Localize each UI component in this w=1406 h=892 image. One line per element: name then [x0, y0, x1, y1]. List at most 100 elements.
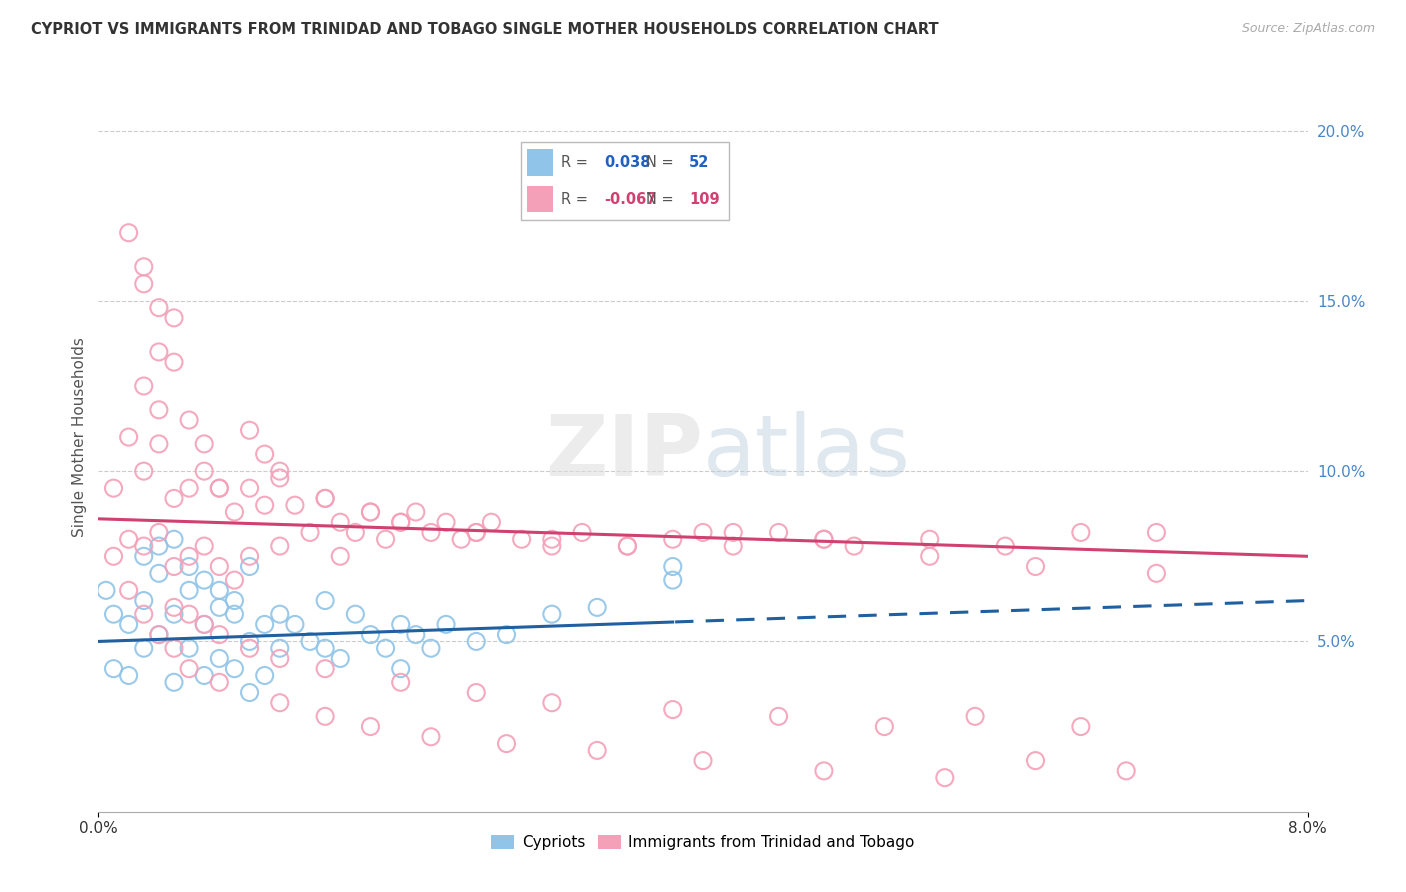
Point: [813, 533, 835, 547]
Point: [314, 662, 336, 676]
Point: [540, 539, 562, 553]
Point: [692, 525, 714, 540]
Point: [132, 641, 155, 656]
Point: [163, 600, 186, 615]
Point: [481, 515, 503, 529]
Point: [179, 549, 201, 564]
Text: N =: N =: [647, 192, 673, 207]
Point: [132, 260, 155, 274]
Point: [616, 539, 638, 553]
Point: [540, 607, 562, 622]
Point: [208, 559, 231, 574]
Point: [360, 720, 382, 734]
Point: [103, 549, 125, 564]
Point: [208, 481, 231, 495]
Point: [768, 525, 790, 540]
Point: [148, 539, 170, 553]
Point: [918, 549, 941, 564]
Point: [299, 634, 322, 648]
Point: [495, 627, 517, 641]
Point: [813, 764, 835, 778]
Text: R =: R =: [561, 155, 588, 170]
Point: [389, 617, 412, 632]
Point: [1070, 720, 1092, 734]
Point: [360, 505, 382, 519]
Point: [132, 593, 155, 607]
Point: [132, 464, 155, 478]
Point: [94, 583, 117, 598]
Point: [692, 754, 714, 768]
Point: [405, 505, 427, 519]
Point: [314, 709, 336, 723]
Point: [616, 539, 638, 553]
Point: [103, 481, 125, 495]
FancyBboxPatch shape: [522, 142, 730, 219]
Point: [420, 641, 443, 656]
Point: [253, 447, 276, 461]
Point: [224, 593, 246, 607]
Point: [661, 573, 683, 587]
Point: [360, 627, 382, 641]
Text: -0.067: -0.067: [605, 192, 657, 207]
Text: Source: ZipAtlas.com: Source: ZipAtlas.com: [1241, 22, 1375, 36]
Point: [118, 430, 141, 444]
Point: [269, 471, 291, 485]
Point: [314, 641, 336, 656]
Point: [208, 627, 231, 641]
Point: [118, 533, 141, 547]
Point: [163, 310, 186, 325]
Point: [148, 566, 170, 581]
Point: [163, 491, 186, 506]
Point: [389, 515, 412, 529]
Point: [239, 423, 262, 437]
Point: [344, 525, 367, 540]
Point: [360, 505, 382, 519]
Point: [269, 607, 291, 622]
Point: [1025, 559, 1047, 574]
Point: [163, 675, 186, 690]
Point: [420, 730, 443, 744]
Point: [586, 743, 609, 757]
Point: [586, 600, 609, 615]
Point: [163, 533, 186, 547]
Point: [465, 525, 488, 540]
Point: [994, 539, 1017, 553]
Text: N =: N =: [647, 155, 673, 170]
Point: [661, 533, 683, 547]
Y-axis label: Single Mother Households: Single Mother Households: [72, 337, 87, 537]
Text: 52: 52: [689, 155, 710, 170]
Point: [723, 525, 745, 540]
Point: [450, 533, 472, 547]
Point: [329, 515, 352, 529]
Point: [224, 505, 246, 519]
Point: [132, 607, 155, 622]
Point: [495, 737, 517, 751]
Text: ZIP: ZIP: [546, 410, 703, 493]
Point: [420, 525, 443, 540]
Point: [253, 617, 276, 632]
Point: [844, 539, 866, 553]
Point: [314, 491, 336, 506]
Point: [269, 696, 291, 710]
Point: [163, 355, 186, 369]
Point: [389, 675, 412, 690]
Point: [239, 549, 262, 564]
Point: [148, 301, 170, 315]
Point: [224, 607, 246, 622]
Point: [723, 539, 745, 553]
Point: [118, 668, 141, 682]
Point: [389, 515, 412, 529]
Point: [540, 533, 562, 547]
Point: [193, 617, 215, 632]
Point: [389, 662, 412, 676]
Point: [329, 549, 352, 564]
Point: [965, 709, 987, 723]
Point: [179, 662, 201, 676]
Point: [208, 583, 231, 598]
Point: [314, 491, 336, 506]
Point: [344, 607, 367, 622]
Point: [163, 559, 186, 574]
Point: [132, 549, 155, 564]
Point: [1146, 525, 1168, 540]
Point: [465, 634, 488, 648]
